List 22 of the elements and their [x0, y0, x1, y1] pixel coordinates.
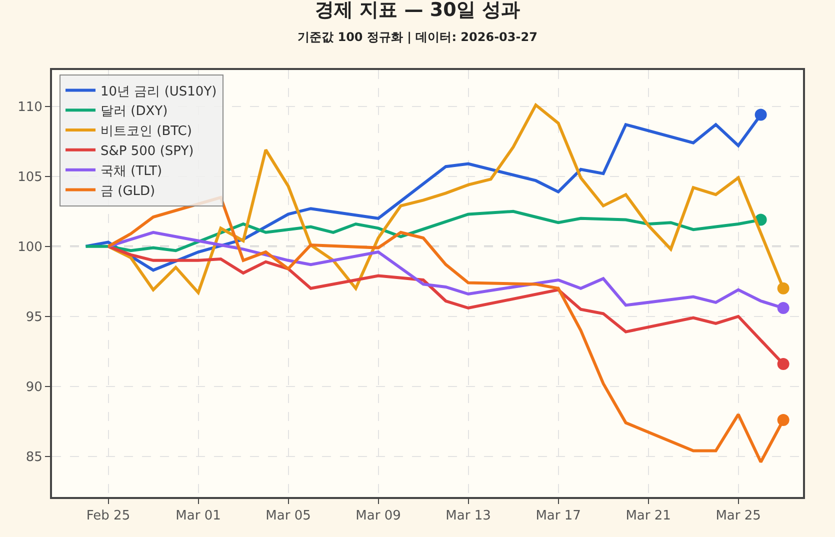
chart-title: 경제 지표 — 30일 성과	[315, 0, 520, 22]
y-tick-label: 90	[26, 380, 42, 395]
legend-label: S&P 500 (SPY)	[100, 144, 194, 159]
y-tick-label: 105	[18, 170, 42, 185]
x-tick-label: Feb 25	[86, 508, 130, 524]
x-tick-label: Mar 17	[536, 508, 581, 524]
legend-label: 국채 (TLT)	[100, 164, 162, 179]
y-tick-label: 95	[26, 310, 42, 325]
x-tick-label: Mar 21	[626, 508, 671, 524]
x-tick-label: Mar 25	[716, 508, 761, 524]
y-tick-label: 85	[26, 450, 42, 465]
legend-label: 10년 금리 (US10Y)	[100, 84, 217, 100]
x-tick-label: Mar 13	[446, 508, 491, 524]
x-tick-label: Mar 01	[176, 508, 221, 524]
legend-label: 비트코인 (BTC)	[100, 124, 192, 140]
x-tick-label: Mar 09	[356, 508, 401, 524]
y-tick-label: 100	[18, 240, 42, 255]
x-tick-label: Mar 05	[266, 508, 311, 524]
y-tick-label: 110	[18, 100, 42, 115]
chart-subtitle: 기준값 100 정규화 | 데이터: 2026-03-27	[298, 30, 538, 44]
legend-label: 금 (GLD)	[100, 184, 156, 199]
legend-label: 달러 (DXY)	[100, 104, 168, 120]
